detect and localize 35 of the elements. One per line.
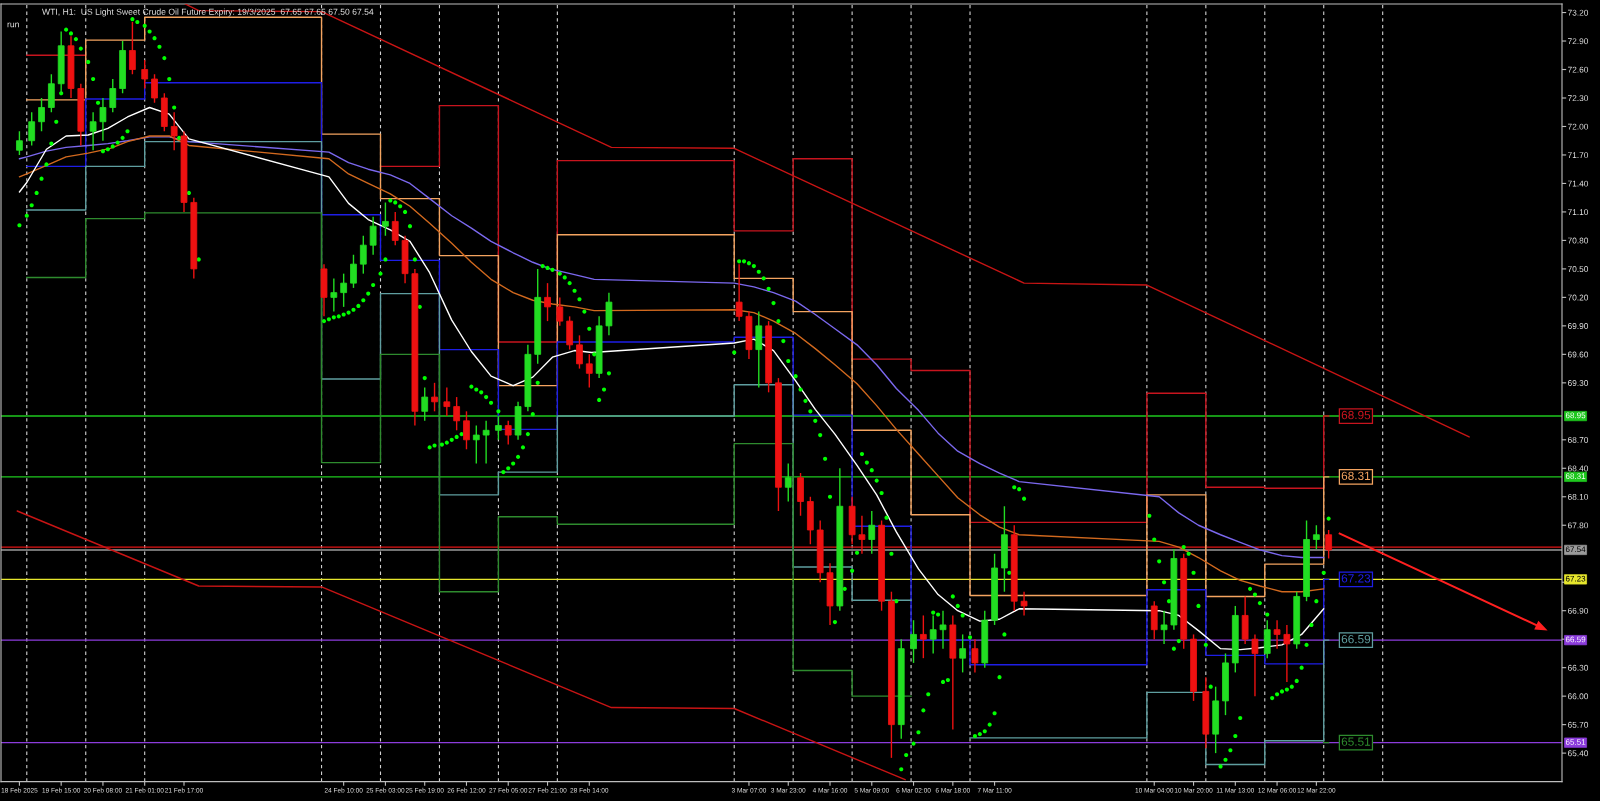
y-tick-label: 67.80 — [1567, 522, 1589, 529]
y-tick-label: 68.40 — [1567, 465, 1589, 472]
y-tick-label: 66.30 — [1567, 664, 1589, 671]
data-label: 67.23 — [1341, 574, 1371, 583]
y-tick-label: 68.70 — [1567, 437, 1589, 443]
data-label: 68.31 — [1341, 471, 1371, 480]
y-tick-label: 72.60 — [1567, 66, 1589, 73]
y-tick-label: 66.90 — [1567, 607, 1589, 614]
ref-line-label: 68.95 — [1565, 412, 1586, 419]
y-tick-label: 72.90 — [1567, 38, 1589, 45]
ref-line-label: 67.54 — [1565, 546, 1586, 553]
y-tick-label: 66.00 — [1567, 693, 1589, 700]
y-tick-label: 71.40 — [1567, 180, 1589, 187]
y-tick-label: 65.40 — [1567, 750, 1589, 757]
ref-line-label: 66.59 — [1565, 636, 1586, 643]
y-tick-label: 70.80 — [1567, 237, 1589, 244]
ref-line-label: 65.51 — [1565, 739, 1586, 745]
y-tick-label: 72.30 — [1567, 95, 1589, 102]
y-tick-label: 68.10 — [1567, 493, 1589, 500]
ref-line-label: 68.31 — [1565, 473, 1586, 479]
y-tick-label: 70.50 — [1567, 266, 1589, 272]
data-label: 66.59 — [1341, 634, 1371, 644]
y-tick-label: 71.10 — [1567, 209, 1589, 216]
y-tick-label: 65.70 — [1567, 721, 1589, 728]
data-label: 68.95 — [1341, 410, 1371, 420]
y-tick-label: 72.00 — [1567, 123, 1589, 130]
y-tick-label: 70.20 — [1567, 294, 1589, 301]
y-tick-label: 69.30 — [1567, 380, 1589, 386]
annotation: run — [7, 22, 19, 28]
y-tick-label: 71.70 — [1567, 152, 1589, 159]
y-tick-label: 69.90 — [1567, 323, 1589, 329]
y-tick-label: 73.20 — [1567, 9, 1589, 16]
ref-line-label: 67.23 — [1565, 575, 1586, 582]
y-tick-label: 69.60 — [1567, 351, 1589, 358]
data-label: 65.51 — [1341, 737, 1371, 746]
